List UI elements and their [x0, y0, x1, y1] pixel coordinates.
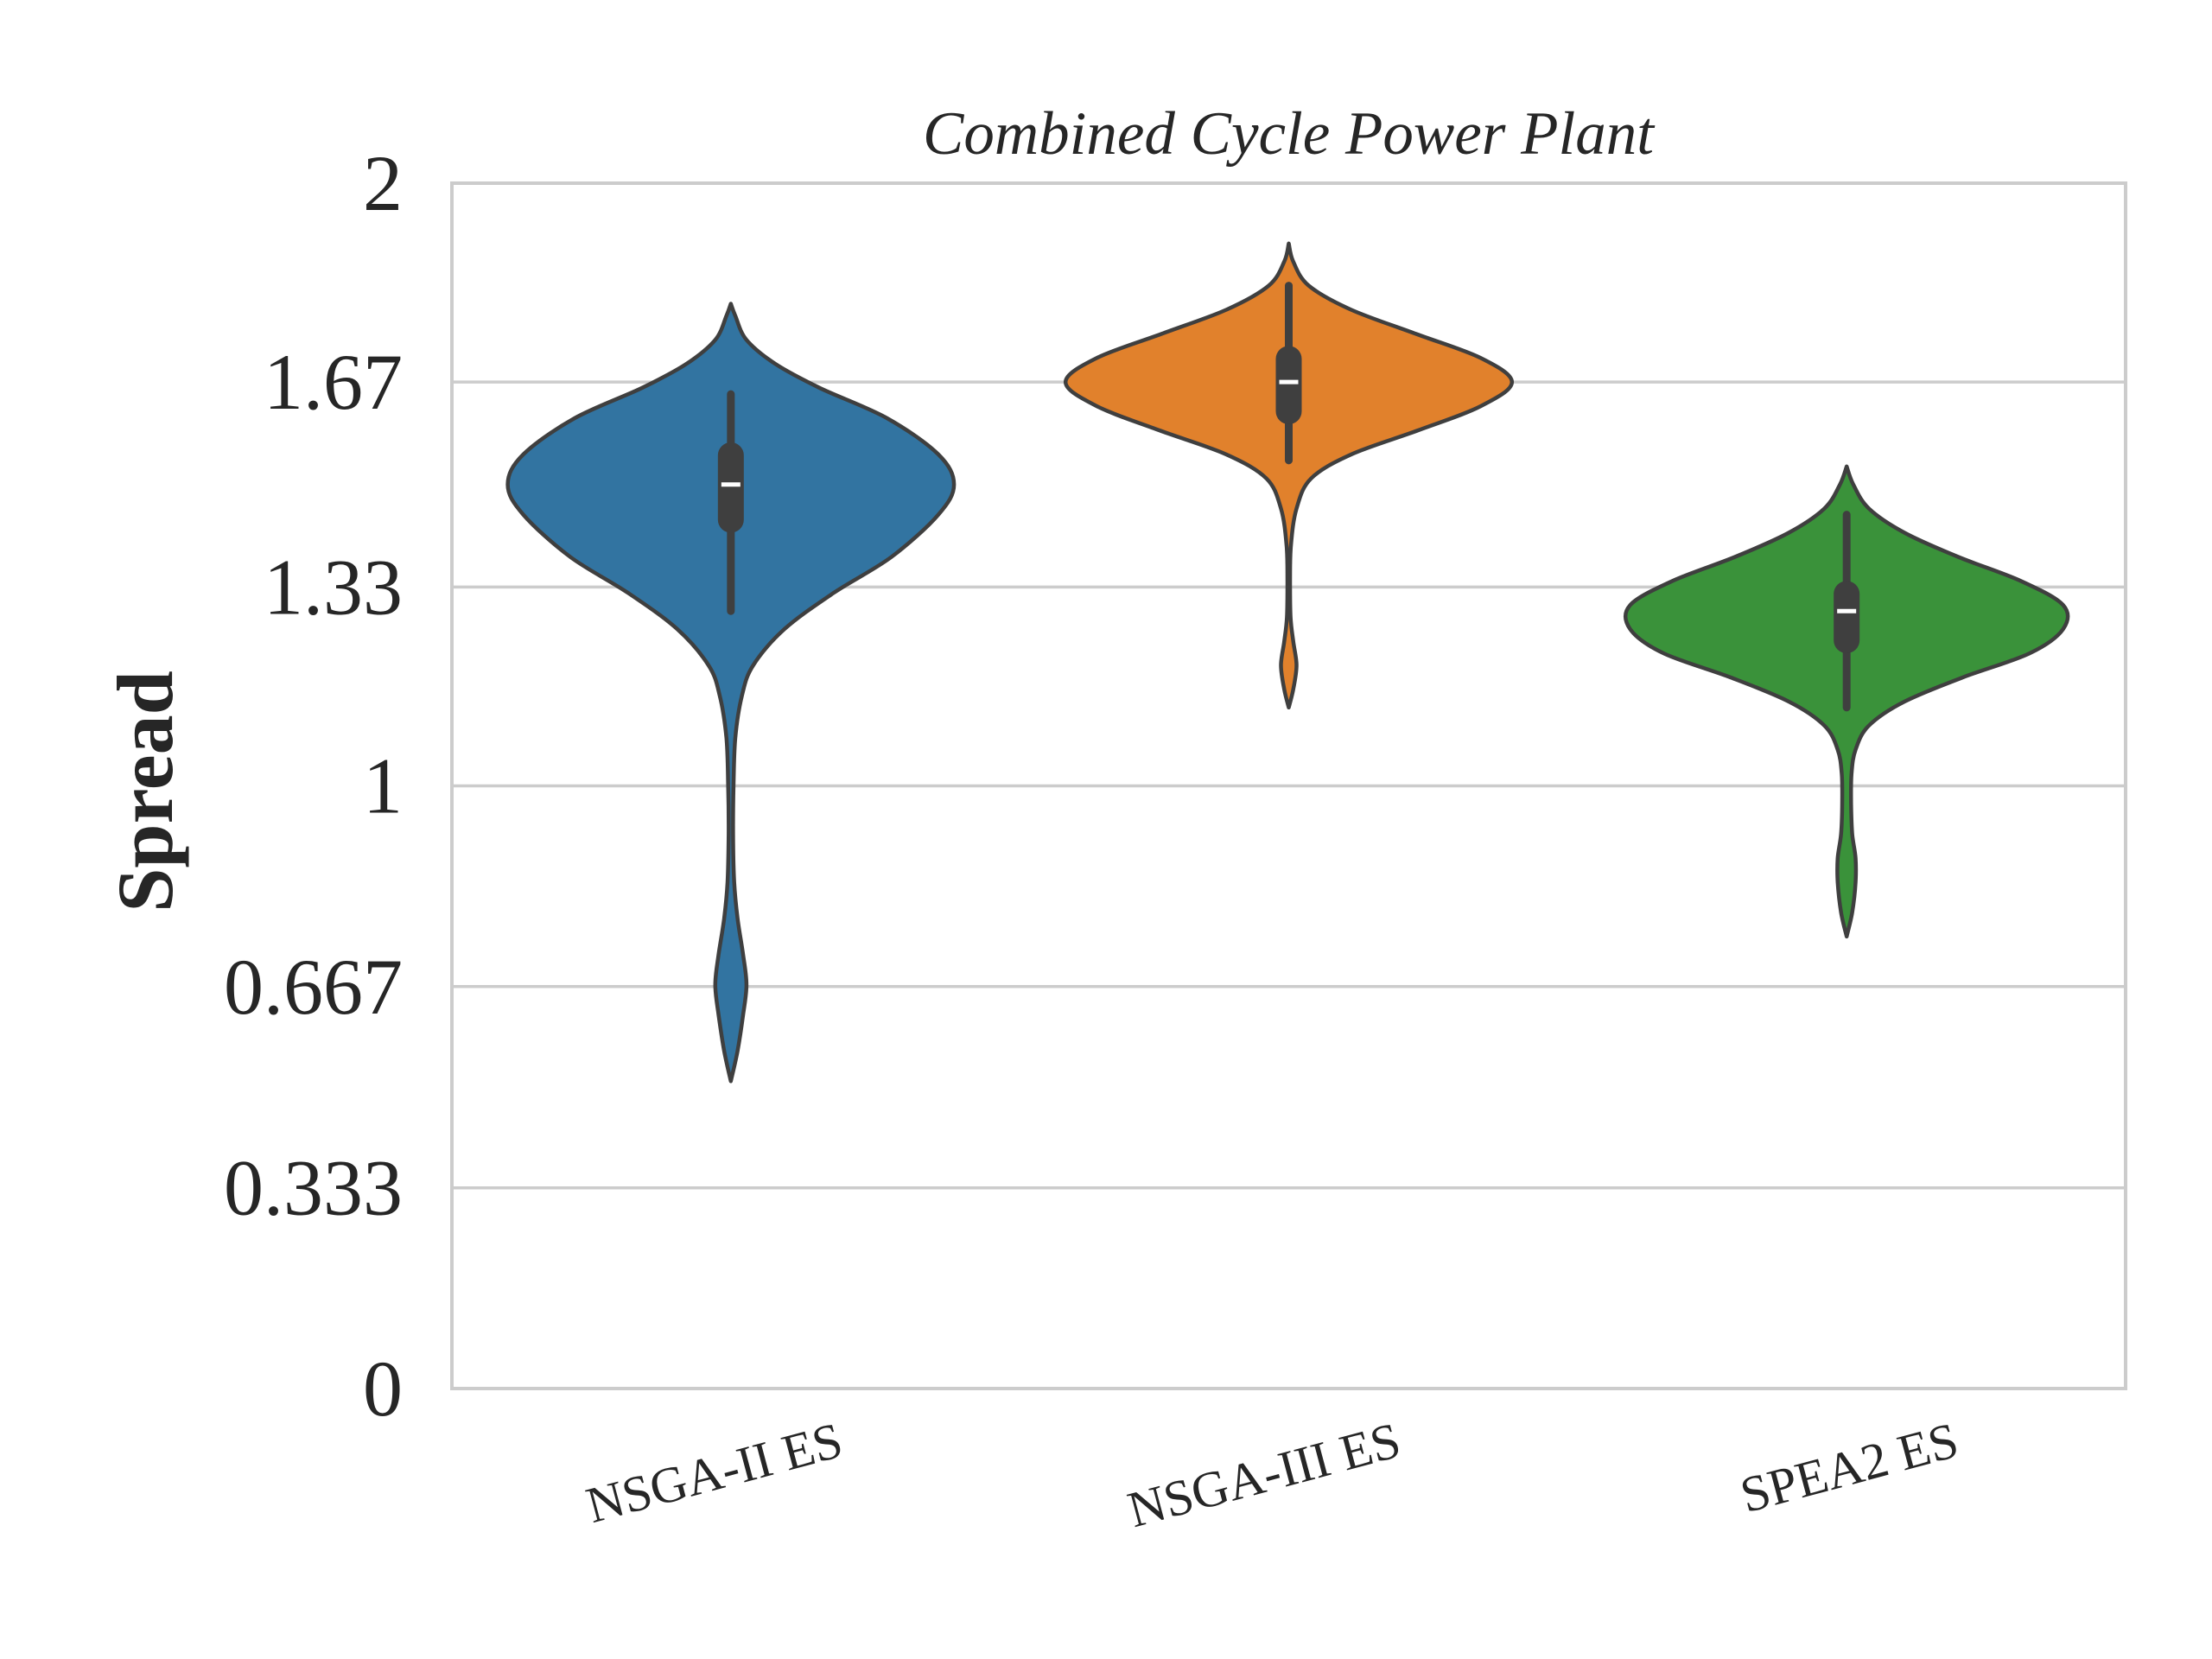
x-tick-label: SPEA2 ES — [1734, 1411, 1964, 1523]
x-tick-label: NSGA-III ES — [1122, 1411, 1406, 1538]
x-tick-labels: NSGA-II ES NSGA-III ES SPEA2 ES — [581, 1411, 1964, 1538]
violin-iqr-box — [1834, 581, 1860, 654]
y-tick-label: 0.333 — [224, 1144, 403, 1232]
violin-body — [1063, 241, 1515, 710]
violin-3 — [1623, 464, 2070, 939]
violin-body — [505, 302, 957, 1084]
chart-title: Combined Cycle Power Plant — [923, 100, 1656, 168]
violin-iqr-box — [1275, 346, 1302, 424]
violin-2 — [1063, 241, 1515, 710]
x-tick-label: NSGA-II ES — [581, 1411, 849, 1534]
y-tick-label: 0 — [363, 1344, 403, 1433]
y-axis-label: Spread — [101, 671, 189, 912]
y-tick-label: 0.667 — [224, 943, 403, 1031]
y-tick-label: 2 — [363, 139, 403, 227]
violins — [505, 241, 2070, 1084]
violin-1 — [505, 302, 957, 1084]
y-tick-label: 1 — [363, 742, 403, 830]
y-tick-labels: 0 0.333 0.667 1 1.33 1.67 2 — [224, 139, 403, 1433]
plot-frame — [450, 181, 2127, 1390]
violin-iqr-box — [717, 442, 744, 533]
y-tick-label: 1.33 — [264, 543, 403, 631]
y-tick-label: 1.67 — [264, 338, 403, 426]
